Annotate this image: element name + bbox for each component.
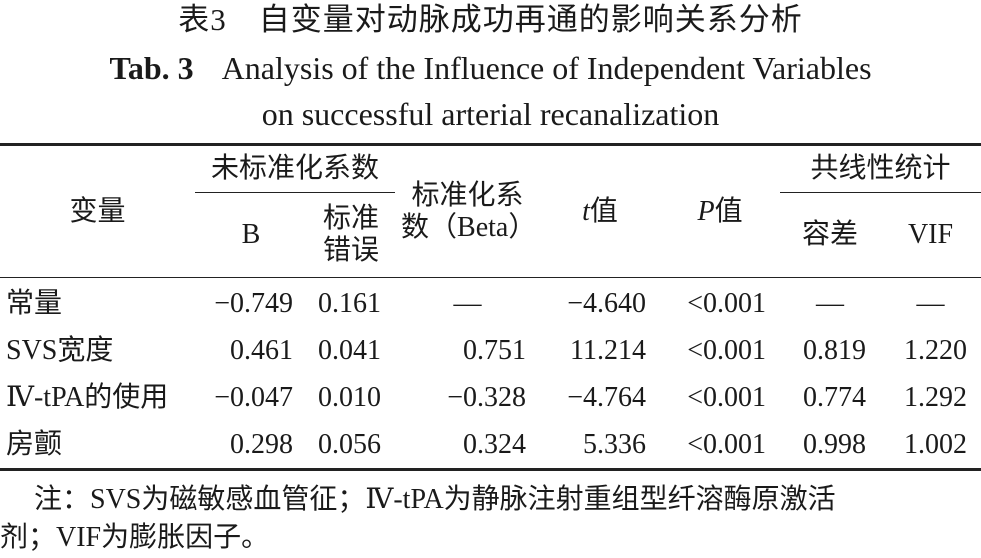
- cell-variable: SVS宽度: [6, 334, 114, 366]
- table-row: 常量 −0.749 0.161 — −4.640 <0.001 — —: [0, 278, 981, 328]
- header-beta: 标准化系数（Beta）: [401, 179, 537, 243]
- table-row: Ⅳ-tPA的使用 −0.047 0.010 −0.328 −4.764 <0.001 0.7…: [0, 374, 981, 421]
- cell-p: <0.001: [687, 428, 767, 460]
- cell-se: 0.041: [318, 334, 382, 366]
- cell-se: 0.161: [318, 287, 382, 319]
- header-vif: VIF: [907, 219, 954, 250]
- cell-p: <0.001: [687, 287, 767, 319]
- header-tolerance: 容差: [802, 219, 859, 250]
- cell-variable: Ⅳ-tPA的使用: [6, 381, 169, 413]
- cell-t: −4.640: [567, 287, 647, 319]
- header-t: t值: [582, 195, 618, 227]
- cell-tolerance: 0.774: [803, 381, 867, 413]
- cell-vif: —: [916, 287, 945, 319]
- table-title-cn: 表3 自变量对动脉成功再通的影响关系分析: [178, 2, 803, 37]
- cell-p: <0.001: [687, 381, 767, 413]
- header-unstandardized: 未标准化系数: [195, 144, 396, 193]
- cell-vif: 1.002: [904, 428, 968, 460]
- cell-b: 0.461: [230, 334, 293, 366]
- cell-se: 0.056: [318, 428, 382, 460]
- title-en-line1: Analysis of the Influence of Independent…: [221, 50, 872, 86]
- note-line1: 注：SVS为磁敏感血管征；Ⅳ-tPA为静脉注射重组型纤溶酶原激活: [34, 484, 836, 515]
- cell-se: 0.010: [318, 381, 382, 413]
- table-row: SVS宽度 0.461 0.041 0.751 11.214 <0.001 0.819 1.2…: [0, 327, 981, 374]
- cell-beta: −0.328: [447, 381, 527, 413]
- cell-tolerance: 0.998: [803, 428, 867, 460]
- table-title-en: Tab. 3 Analysis of the Influence of Indep…: [0, 48, 981, 88]
- note-line2: 剂；VIF为膨胀因子。: [0, 522, 270, 553]
- header-variable: 变量: [69, 195, 126, 227]
- header-b: B: [241, 219, 261, 250]
- cell-b: 0.298: [230, 428, 293, 460]
- cell-b: −0.749: [214, 287, 293, 319]
- cell-vif: 1.292: [904, 381, 968, 413]
- cell-t: 11.214: [570, 334, 647, 366]
- cell-variable: 常量: [6, 287, 63, 319]
- cell-t: 5.336: [583, 428, 647, 460]
- header-collinearity: 共线性统计: [780, 144, 981, 193]
- cell-beta: —: [453, 287, 482, 319]
- title-en-line2: on successful arterial recanalization: [261, 96, 720, 132]
- cell-beta: 0.751: [463, 334, 527, 366]
- table-label: Tab. 3: [109, 50, 194, 86]
- cell-tolerance: 0.819: [803, 334, 867, 366]
- cell-variable: 房颤: [6, 428, 63, 460]
- regression-table: 变量 未标准化系数 标准化系数（Beta） t值 P值 共线性统计 B 标准错误…: [0, 143, 981, 471]
- cell-b: −0.047: [214, 381, 293, 413]
- header-p: P值: [697, 195, 743, 227]
- table-row: 房颤 0.298 0.056 0.324 5.336 <0.001 0.998 1.002: [0, 421, 981, 470]
- cell-vif: 1.220: [904, 334, 968, 366]
- cell-tolerance: —: [816, 287, 845, 319]
- cell-p: <0.001: [687, 334, 767, 366]
- cell-t: −4.764: [567, 381, 647, 413]
- cell-beta: 0.324: [463, 428, 527, 460]
- header-se: 标准错误: [323, 203, 380, 266]
